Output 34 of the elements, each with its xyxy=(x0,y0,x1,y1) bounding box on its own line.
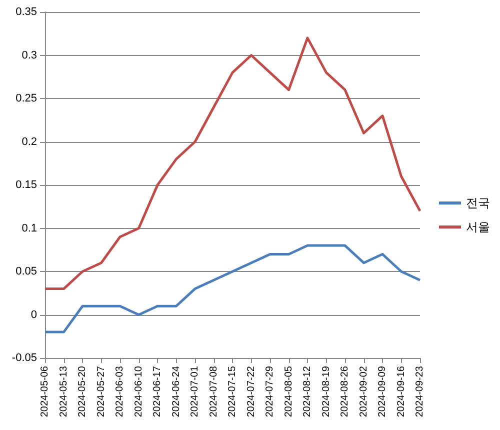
x-tick-label: 2024-06-17 xyxy=(152,366,163,418)
x-tick-label: 2024-05-20 xyxy=(77,366,88,418)
x-tick-label: 2024-07-29 xyxy=(264,366,276,418)
x-tick-label: 2024-06-10 xyxy=(133,366,144,418)
x-tick-label: 2024-08-05 xyxy=(283,366,294,418)
y-tick-label: 0.35 xyxy=(16,6,37,18)
x-tick-label: 2024-05-06 xyxy=(40,366,50,418)
y-tick-label: 0.25 xyxy=(16,92,37,104)
x-tick-label: 2024-09-02 xyxy=(358,366,370,418)
x-tick-label: 2024-07-08 xyxy=(208,366,220,418)
x-tick-label: 2024-08-12 xyxy=(302,366,313,418)
x-tick-label: 2024-05-13 xyxy=(58,366,70,418)
x-tick-label: 2024-07-22 xyxy=(246,366,257,418)
y-tick-label: 0.15 xyxy=(16,179,37,191)
x-tick-label: 2024-09-09 xyxy=(377,366,388,418)
y-tick-label: 0.05 xyxy=(16,266,37,278)
x-tick-label: 2024-08-19 xyxy=(320,366,332,418)
x-tick-label: 2024-06-03 xyxy=(114,366,126,418)
x-tick-label: 2024-06-24 xyxy=(170,366,182,418)
x-tick-label: 2024-08-26 xyxy=(340,366,350,418)
x-tick-label: 2024-09-16 xyxy=(396,366,407,418)
legend-label: 서울 xyxy=(466,220,490,234)
x-tick-label: 2024-07-15 xyxy=(227,366,238,418)
legend-label: 전국 xyxy=(466,196,490,210)
x-tick-label: 2024-09-23 xyxy=(414,366,426,418)
y-tick-label: 0.1 xyxy=(22,222,37,234)
x-tick-label: 2024-05-27 xyxy=(96,366,107,418)
y-tick-label: -0.05 xyxy=(12,352,37,364)
y-tick-label: 0.2 xyxy=(22,136,37,148)
line-series xyxy=(44,36,422,290)
x-tick-label: 2024-07-01 xyxy=(190,366,200,418)
y-tick-label: 0.3 xyxy=(22,49,37,62)
line-series xyxy=(44,244,422,334)
y-tick-label: 0 xyxy=(30,308,37,321)
